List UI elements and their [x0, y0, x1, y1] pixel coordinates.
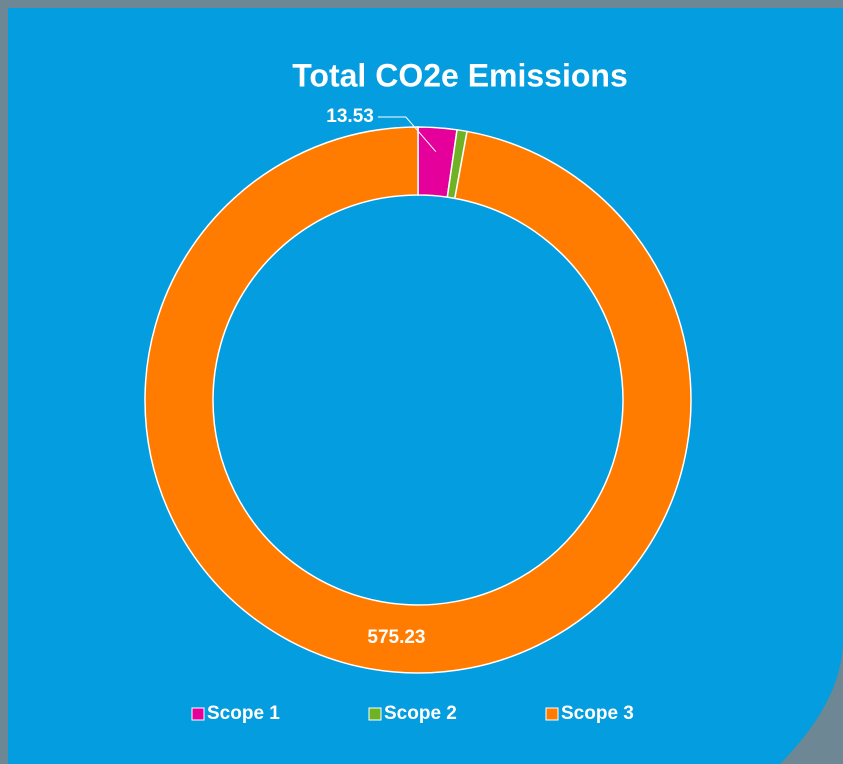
slices [144, 126, 692, 674]
data-label: 13.53 [326, 106, 374, 127]
leader-line [377, 116, 437, 152]
labels: 13.53 575.23 [326, 106, 437, 648]
chart-title: Total CO2e Emissions [292, 57, 628, 93]
data-label: 575.23 [367, 627, 425, 648]
legend-swatch [545, 707, 559, 721]
legend-swatch [368, 707, 382, 721]
legend: Scope 1 Scope 2 Scope 3 [191, 703, 634, 724]
legend-label: Scope 2 [384, 703, 457, 724]
legend-swatch [191, 707, 205, 721]
legend-label: Scope 1 [207, 703, 280, 724]
legend-label: Scope 3 [561, 703, 634, 724]
slice [144, 126, 692, 674]
